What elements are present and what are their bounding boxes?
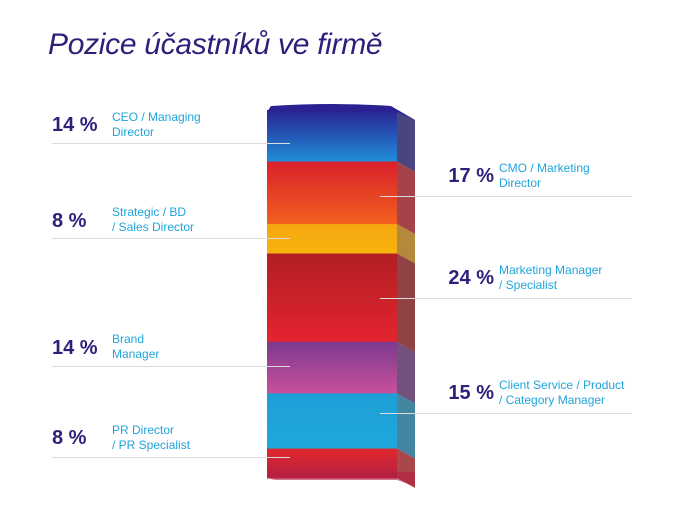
leader-line-brand [52,366,290,367]
bar-segment [267,253,397,343]
category-label-pr: PR Director / PR Specialist [112,423,191,452]
leader-line-cmo [380,196,632,197]
bar-segment-side [397,110,415,172]
category-label-marketing-manager: Marketing Manager / Specialist [499,263,603,292]
bar-segment-side-shade [397,110,415,172]
percent-label-marketing-manager: 24 % [448,267,494,289]
category-label-client-service: Client Service / Product / Category Manag… [499,378,625,407]
category-label-brand: Brand Manager [112,332,160,361]
leader-line-pr [52,457,290,458]
category-label-strategic: Strategic / BD / Sales Director [112,205,195,234]
bar-segment-side-shade [397,224,415,264]
bar-segment-side-shade [397,253,415,352]
percent-label-pr: 8 % [52,427,87,449]
percent-label-cmo: 17 % [448,165,494,187]
chart-title: Pozice účastníků ve firmě [48,28,383,61]
leader-line-ceo [52,143,290,144]
leader-line-client-service [380,413,632,414]
leader-line-strategic [52,238,290,239]
bar-segment [267,110,397,163]
bar-top-cap [267,104,415,120]
bar-segment-side-shade [397,341,415,404]
bar-segment [267,161,397,225]
percent-label-client-service: 15 % [448,382,494,404]
bar-segment-side [397,224,415,264]
bar-bottom-edge [267,472,415,486]
bar-segment [267,393,397,450]
bar-segment-side [397,253,415,352]
bar-segment-side-shade [397,393,415,459]
category-label-cmo: CMO / Marketing Director [499,161,590,190]
bar-segment [267,224,397,255]
bar-segment-side [397,341,415,404]
category-label-ceo: CEO / Managing Director [112,110,201,139]
percent-label-strategic: 8 % [52,210,87,232]
bar-segment-side-shade [397,161,415,235]
bar-segment [267,341,397,394]
leader-line-marketing-manager [380,298,632,299]
bar-segment-side [397,393,415,459]
bar-segment-side [397,161,415,235]
percent-label-brand: 14 % [52,337,98,359]
percent-label-ceo: 14 % [52,114,98,136]
